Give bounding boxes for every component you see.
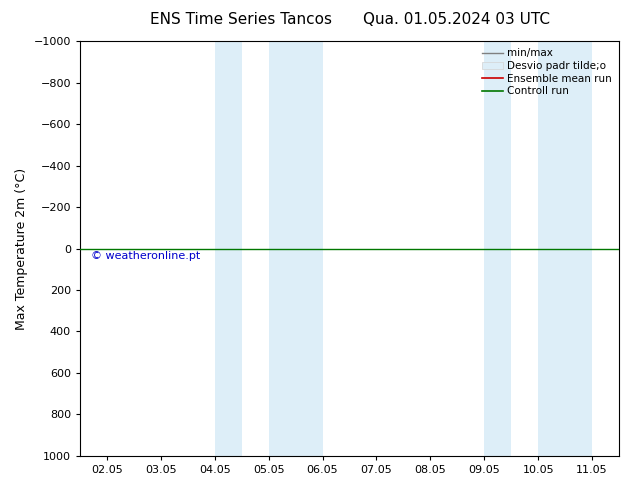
Text: Qua. 01.05.2024 03 UTC: Qua. 01.05.2024 03 UTC: [363, 12, 550, 27]
Y-axis label: Max Temperature 2m (°C): Max Temperature 2m (°C): [15, 168, 28, 330]
Bar: [215, 41, 242, 456]
Legend: min/max, Desvio padr tilde;o, Ensemble mean run, Controll run: min/max, Desvio padr tilde;o, Ensemble m…: [480, 46, 614, 98]
Bar: [538, 41, 592, 456]
Bar: [269, 41, 323, 456]
Bar: [484, 41, 511, 456]
Text: © weatheronline.pt: © weatheronline.pt: [91, 250, 200, 261]
Text: ENS Time Series Tancos: ENS Time Series Tancos: [150, 12, 332, 27]
